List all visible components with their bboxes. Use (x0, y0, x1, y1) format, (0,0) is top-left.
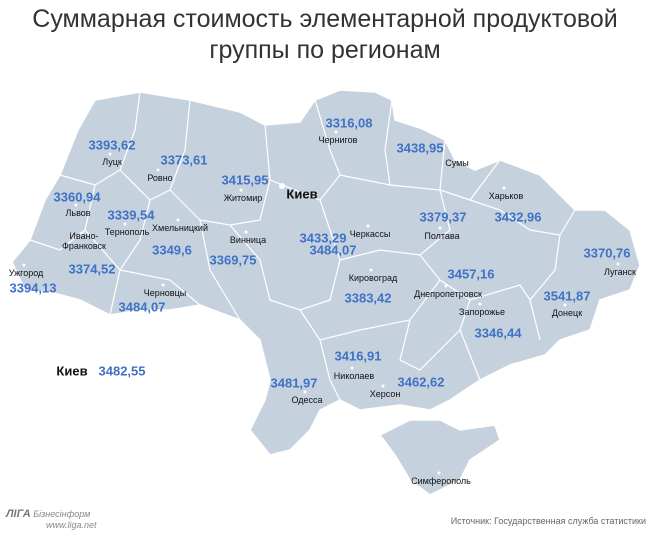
region-name: Днепропетровск (414, 289, 482, 299)
region-name: Симферополь (411, 476, 471, 486)
city-dot (123, 222, 127, 226)
region-value: 3484,07 (309, 242, 357, 258)
region-name: Житомир (223, 193, 263, 203)
region-value: 3379,37 (419, 209, 467, 225)
city-dot (366, 224, 370, 228)
city-dot (502, 186, 506, 190)
title-line: группы по регионам (209, 36, 441, 64)
kiev-city-name: Киев (56, 363, 88, 379)
region-value: 3432,96 (494, 209, 542, 225)
region-value: 3339,54 (107, 207, 155, 223)
city-dot (438, 226, 442, 230)
region-borders (29, 91, 576, 401)
region-name: Харьков (488, 191, 524, 201)
region-value: 3415,95 (221, 172, 269, 188)
region-name: Херсон (369, 389, 401, 399)
region-name: Ужгород (8, 268, 44, 278)
city-dot (176, 218, 180, 222)
region-name: Ивано-Франковск (62, 231, 106, 251)
region-value: 3349,6 (152, 242, 192, 258)
city-dots (22, 130, 620, 475)
city-dot (478, 302, 482, 306)
city-dot (369, 268, 373, 272)
region-name: Кировоград (348, 273, 398, 283)
region-value: 3383,42 (344, 290, 392, 306)
city-dot (616, 262, 620, 266)
city-dot (239, 188, 243, 192)
city-dot (334, 130, 338, 134)
region-value: 3481,97 (270, 375, 318, 391)
region-value: 3316,08 (325, 115, 373, 131)
region-name: Донецк (551, 308, 583, 318)
region-name: Черкассы (349, 229, 391, 239)
region-name: Луцк (102, 157, 122, 167)
region-name: Сумы (445, 158, 469, 168)
region-value: 3393,62 (88, 137, 136, 153)
region-name: Киев (286, 186, 318, 202)
city-dot (303, 390, 307, 394)
city-dot (80, 231, 84, 235)
city-dot (279, 183, 285, 189)
city-dot (74, 203, 78, 207)
source: Источник: Государственная служба статист… (450, 516, 646, 526)
region-value: 3433,29 (299, 230, 347, 246)
region-value: 3374,52 (68, 261, 116, 277)
crimea (378, 419, 501, 496)
region-value: 3346,44 (474, 325, 522, 341)
region-value: 3484,07 (118, 299, 166, 315)
region-name: Чернигов (318, 135, 358, 145)
logo-url: www.liga.net (46, 520, 97, 530)
logo-sub: Бізнесінформ (33, 509, 91, 519)
region-value: 3369,75 (209, 252, 257, 268)
city-dot (444, 284, 448, 288)
region-name: Луганск (603, 267, 637, 277)
city-dot (453, 153, 457, 157)
region-name: Хмельницкий (152, 223, 208, 233)
region-value: 3373,61 (160, 152, 208, 168)
region-name: Ровно (147, 173, 173, 183)
region-name: Одесса (291, 395, 323, 405)
region-name: Черновцы (143, 288, 187, 298)
city-dot (244, 230, 248, 234)
region-value: 3462,62 (397, 374, 445, 390)
region-value: 3457,16 (447, 266, 495, 282)
region-value: 3360,94 (53, 189, 101, 205)
region-name: Полтава (424, 231, 460, 241)
city-dot (161, 283, 165, 287)
title-line: Суммарная стоимость элементарной продукт… (32, 5, 618, 33)
region-value: 3438,95 (396, 140, 444, 156)
region-name: Запорожье (459, 307, 505, 317)
city-dot (563, 303, 567, 307)
city-dot (22, 263, 26, 267)
logo: ЛІГА Бізнесінформ www.liga.net (6, 508, 97, 530)
kiev-city-value: 3482,55 (98, 363, 146, 379)
city-dot (350, 366, 354, 370)
region-name: Винница (229, 235, 267, 245)
region-name: Тернополь (104, 227, 150, 237)
region-name: Николаев (333, 371, 375, 381)
city-dot (156, 168, 160, 172)
city-dot (108, 152, 112, 156)
region-name: Львов (65, 208, 91, 218)
region-value: 3394,13 (9, 280, 57, 296)
region-value: 3370,76 (583, 245, 631, 261)
city-dot (437, 471, 441, 475)
city-dot (381, 384, 385, 388)
logo-brand: ЛІГА (6, 508, 31, 520)
country-outline (11, 89, 641, 456)
title: Суммарная стоимость элементарной продукт… (0, 4, 650, 66)
region-value: 3541,87 (543, 288, 591, 304)
region-value: 3416,91 (334, 348, 382, 364)
